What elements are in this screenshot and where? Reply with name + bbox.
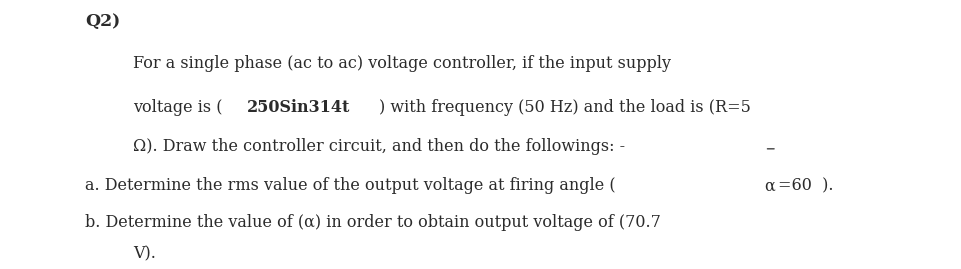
Text: voltage is (: voltage is (	[133, 99, 222, 116]
Text: voltage is (250Sin314t: voltage is (250Sin314t	[0, 268, 1, 269]
Text: α: α	[764, 178, 775, 194]
Text: For a single phase (ac to ac) voltage controller, if the input supply: For a single phase (ac to ac) voltage co…	[133, 55, 671, 72]
Text: ) with frequency (50 Hz) and the load is (R=5: ) with frequency (50 Hz) and the load is…	[380, 99, 752, 116]
Text: Ω). Draw the controller circuit, and then do the followings: -: Ω). Draw the controller circuit, and the…	[133, 138, 625, 155]
Text: =60  ).: =60 ).	[777, 178, 833, 194]
Text: Q2): Q2)	[86, 13, 120, 30]
Text: V).: V).	[133, 245, 156, 262]
Text: a. Determine the rms value of the output voltage at firing angle (: a. Determine the rms value of the output…	[86, 178, 616, 194]
Text: b. Determine the value of (α) in order to obtain output voltage of (70.7: b. Determine the value of (α) in order t…	[86, 214, 661, 231]
Text: 250Sin314t: 250Sin314t	[247, 99, 351, 116]
